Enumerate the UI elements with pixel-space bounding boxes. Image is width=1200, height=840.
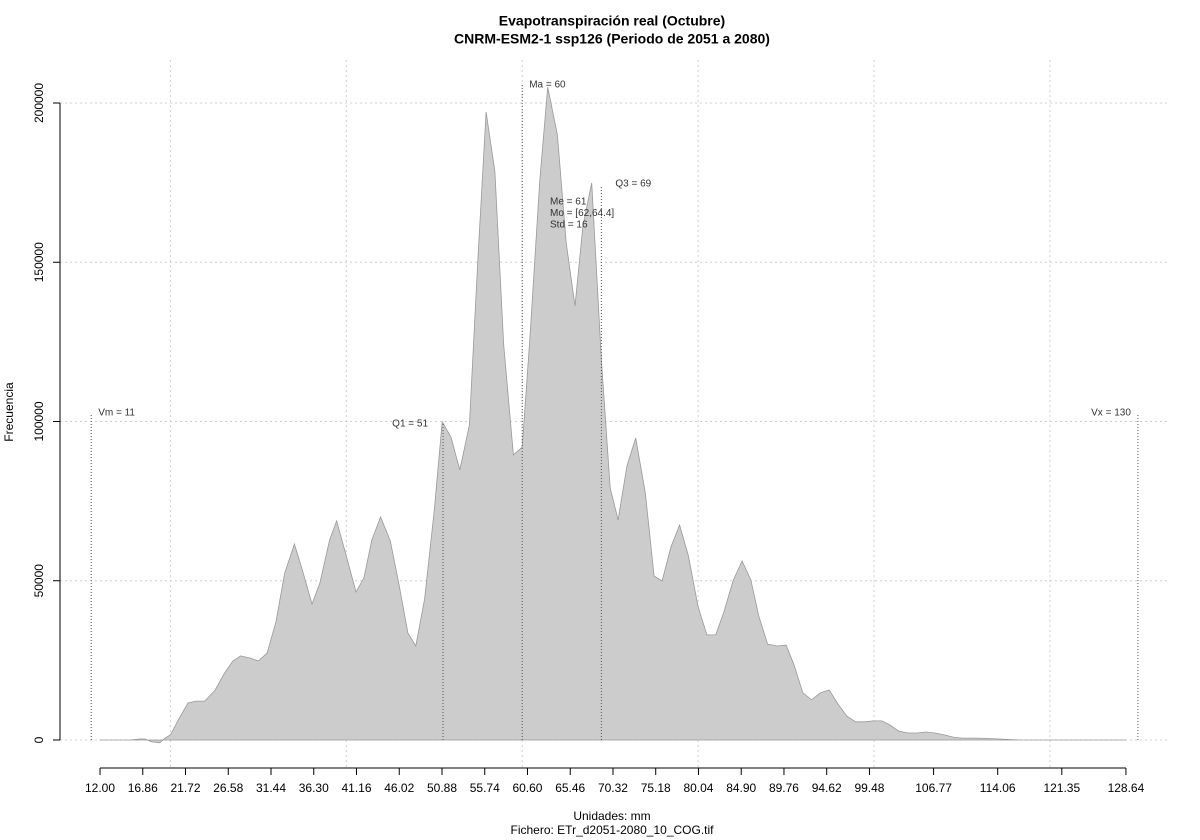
x-tick-label: 121.35 [1043,781,1080,795]
x-tick-label: 21.72 [170,781,200,795]
chart-title: Evapotranspiración real (Octubre) [499,13,725,29]
x-tick-label: 80.04 [683,781,713,795]
y-tick-label: 200000 [32,83,46,123]
x-tick-label: 65.46 [555,781,585,795]
y-tick-label: 150000 [32,242,46,282]
stat-label: Vx = 130 [1091,408,1131,419]
stat-label: Vm = 11 [98,408,135,419]
x-tick-label: 50.88 [427,781,457,795]
area [99,87,1126,744]
x-tick-label: 46.02 [384,781,414,795]
chart-subtitle: CNRM-ESM2-1 ssp126 (Periodo de 2051 a 20… [454,31,770,47]
x-tick-label: 12.00 [85,781,115,795]
x-tick-label: 94.62 [812,781,842,795]
file-label: Fichero: ETr_d2051-2080_10_COG.tif [511,823,715,837]
x-axis-title: Unidades: mm [573,809,650,823]
x-tick-label: 16.86 [128,781,158,795]
x-tick-label: 36.30 [299,781,329,795]
x-tick-label: 55.74 [470,781,500,795]
x-tick-label: 99.48 [854,781,884,795]
x-tick-label: 128.64 [1108,781,1145,795]
x-tick-label: 84.90 [726,781,756,795]
x-tick-label: 89.76 [769,781,799,795]
stat-label: Q3 = 69 [615,179,651,190]
x-tick-label: 114.06 [980,781,1016,795]
x-tick-label: 75.18 [641,781,671,795]
x-tick-label: 26.58 [213,781,243,795]
stat-label: Ma = 60 [529,80,566,91]
y-tick-label: 0 [32,736,46,743]
y-tick-label: 100000 [32,401,46,441]
stat-text: Mo = [62,64.4] [550,208,614,219]
stat-text: Me = 61 [550,197,587,208]
y-tick-label: 50000 [32,564,46,598]
x-tick-label: 70.32 [598,781,628,795]
x-tick-label: 60.60 [512,781,542,795]
stat-text: Std = 16 [550,220,588,231]
y-axis-title: Frecuencia [2,382,16,442]
x-tick-label: 106.77 [915,781,952,795]
stat-label: Q1 = 51 [392,419,428,430]
x-tick-label: 41.16 [341,781,371,795]
x-tick-label: 31.44 [256,781,286,795]
